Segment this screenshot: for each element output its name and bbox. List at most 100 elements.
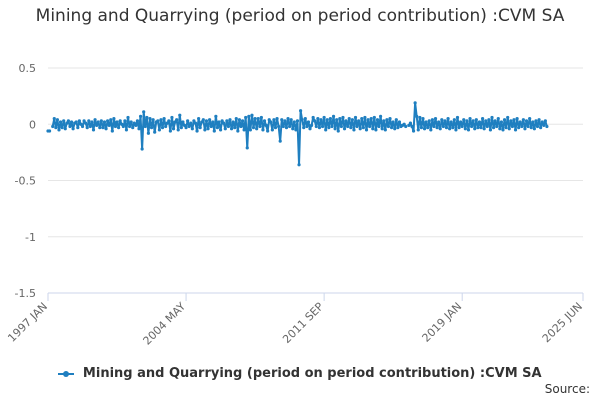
data-point <box>411 129 416 133</box>
data-point <box>407 123 411 127</box>
data-point <box>225 119 229 123</box>
data-point <box>341 115 345 120</box>
data-point <box>419 126 423 130</box>
data-point <box>237 118 242 122</box>
data-point <box>421 117 425 121</box>
data-point <box>539 126 543 130</box>
data-point <box>297 163 301 167</box>
data-point <box>369 117 373 121</box>
data-point <box>477 120 482 124</box>
data-point <box>223 127 227 131</box>
data-point <box>355 124 359 129</box>
data-point <box>545 124 549 129</box>
data-point <box>288 124 292 129</box>
data-point <box>480 117 485 121</box>
data-point <box>153 130 157 134</box>
data-point <box>209 124 213 129</box>
series-line <box>48 101 548 166</box>
legend[interactable]: Mining and Quarrying (period on period c… <box>0 366 600 381</box>
data-point <box>54 126 58 130</box>
data-point <box>518 120 522 124</box>
data-point <box>512 118 516 122</box>
data-point <box>123 119 127 123</box>
data-point <box>218 128 223 132</box>
data-point <box>377 124 381 129</box>
data-point <box>374 128 378 132</box>
data-point <box>167 119 171 123</box>
data-point <box>535 124 540 129</box>
data-point <box>253 117 257 121</box>
data-point <box>146 131 151 135</box>
source-label: Source: <box>544 382 590 396</box>
data-point <box>379 114 383 118</box>
data-point <box>215 126 220 130</box>
data-point <box>498 127 502 131</box>
data-point <box>444 126 449 130</box>
data-point <box>171 127 176 131</box>
data-point <box>145 115 149 120</box>
data-point <box>441 124 445 129</box>
data-point <box>473 127 477 131</box>
data-point <box>71 127 75 131</box>
data-point <box>129 120 133 124</box>
data-point <box>90 120 94 124</box>
data-point <box>385 118 389 122</box>
data-point <box>77 119 81 123</box>
data-point <box>187 124 191 129</box>
data-point <box>112 117 116 121</box>
data-point <box>316 117 320 121</box>
data-point <box>200 120 204 124</box>
data-point <box>181 120 185 124</box>
data-point <box>350 118 354 122</box>
data-point <box>170 115 174 120</box>
data-point <box>65 121 69 125</box>
data-point <box>529 126 533 130</box>
data-point <box>88 124 92 129</box>
data-point <box>91 128 96 132</box>
data-point <box>391 120 395 124</box>
data-point <box>357 119 361 123</box>
data-point <box>189 121 193 125</box>
data-point <box>156 119 160 123</box>
data-point <box>236 129 240 133</box>
data-point <box>233 126 237 130</box>
data-point <box>344 119 348 123</box>
data-point <box>366 118 370 122</box>
data-point <box>328 117 332 121</box>
data-point <box>127 124 132 129</box>
data-point <box>283 119 287 123</box>
data-point <box>212 129 216 133</box>
data-point <box>104 127 108 131</box>
data-point <box>229 127 234 131</box>
data-point <box>457 126 461 130</box>
data-point <box>524 119 529 123</box>
data-point <box>87 119 91 123</box>
data-point <box>270 128 274 132</box>
data-point <box>208 118 212 122</box>
data-point <box>234 117 238 121</box>
data-point <box>168 129 172 133</box>
data-point <box>211 120 215 124</box>
data-point <box>485 124 489 129</box>
data-point <box>443 119 447 123</box>
data-point <box>435 126 439 130</box>
data-point <box>389 126 394 130</box>
data-point <box>197 117 201 121</box>
data-point <box>135 119 140 123</box>
data-point <box>80 124 85 129</box>
data-point <box>178 113 182 117</box>
data-point <box>138 114 143 118</box>
data-point <box>289 118 293 122</box>
data-point <box>490 115 494 120</box>
y-tick-label: 0 <box>29 118 36 131</box>
data-point <box>479 126 483 130</box>
data-point <box>291 127 295 131</box>
data-point <box>179 126 183 130</box>
legend-line-icon <box>58 370 75 377</box>
data-point <box>459 120 463 124</box>
data-point <box>460 124 464 129</box>
data-point <box>52 117 56 121</box>
x-tick-label: 1997 JAN <box>5 300 50 345</box>
data-point <box>157 128 161 132</box>
data-point <box>463 127 467 131</box>
